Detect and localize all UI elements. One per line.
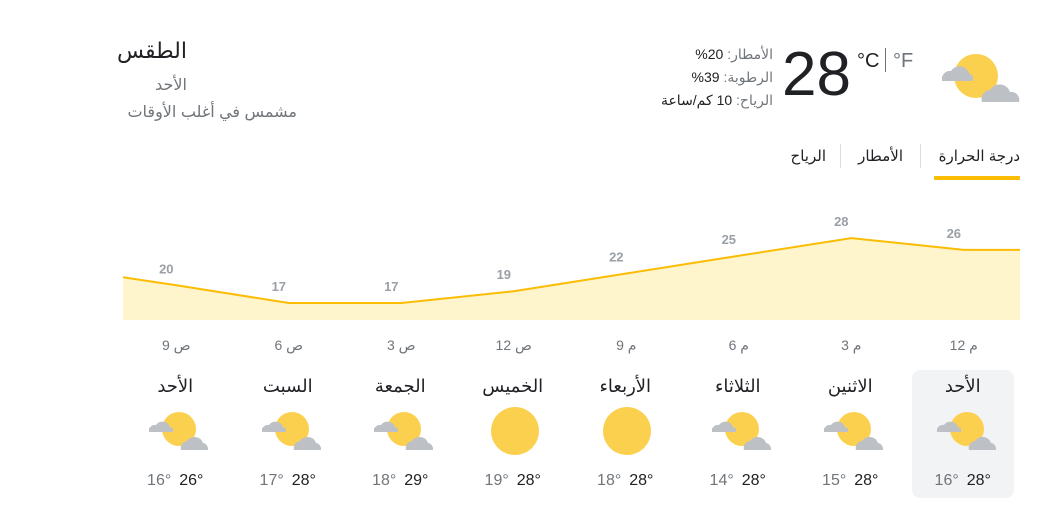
high-temp: 28° xyxy=(854,472,879,489)
wind-value: 10 كم/ساعة xyxy=(660,92,733,108)
chart-line xyxy=(123,237,1020,304)
day-forecast-6[interactable]: الجمعة 18° 29° xyxy=(349,370,451,498)
day-name: الأربعاء xyxy=(599,376,652,396)
precipitation-value: 20% xyxy=(695,46,724,62)
partly-cloudy-icon xyxy=(820,406,884,456)
low-temp: 15° xyxy=(822,472,847,489)
chart-data-label: 19 xyxy=(497,267,511,282)
high-temp: 26° xyxy=(179,472,204,489)
day-temperatures: 14° 28° xyxy=(687,472,789,490)
day-forecast-3[interactable]: الثلاثاء 14° 28° xyxy=(687,370,789,498)
hour-label: 3 ص xyxy=(386,337,416,353)
day-forecast-4[interactable]: الأربعاء 18° 28° xyxy=(574,370,676,498)
tab-divider xyxy=(920,144,921,168)
day-forecast-2[interactable]: الاثنين 15° 28° xyxy=(799,370,901,498)
humidity-value: 39% xyxy=(691,69,720,85)
day-temperatures: 16° 28° xyxy=(912,472,1014,490)
hour-label: 6 م xyxy=(728,337,749,353)
unit-celsius-button[interactable]: °C xyxy=(857,50,880,72)
day-temperatures: 17° 28° xyxy=(237,472,339,490)
day-name: الجمعة xyxy=(374,376,426,396)
tab-selected-indicator xyxy=(934,176,1020,180)
tab-precipitation[interactable]: الأمطار xyxy=(858,148,903,165)
day-name: الأحد xyxy=(157,376,194,396)
sun-icon xyxy=(483,406,547,456)
high-temp: 28° xyxy=(966,472,991,489)
humidity-label: الرطوبة: xyxy=(719,69,773,85)
day-forecast-1[interactable]: الأحد 16° 28° xyxy=(911,370,1014,498)
chart-data-label: 20 xyxy=(159,261,173,276)
chart-data-label: 17 xyxy=(384,279,398,294)
chart-data-label: 26 xyxy=(947,226,961,241)
high-temp: 28° xyxy=(291,472,316,489)
high-temp: 29° xyxy=(404,472,429,489)
day-name: الثلاثاء xyxy=(714,376,761,396)
unit-divider xyxy=(885,48,886,72)
day-name: الأحد xyxy=(944,376,981,396)
day-name: السبت xyxy=(262,376,313,396)
low-temp: 18° xyxy=(372,472,397,489)
low-temp: 14° xyxy=(709,472,734,489)
tab-wind[interactable]: الرياح xyxy=(790,148,826,165)
hour-label: 9 ص xyxy=(161,337,191,353)
day-temperatures: 18° 29° xyxy=(349,472,451,490)
chart-area xyxy=(123,238,1020,320)
chart-data-label: 17 xyxy=(272,279,286,294)
chart-data-label: 28 xyxy=(834,214,848,229)
current-day: الأحد xyxy=(155,77,187,94)
hour-label: 6 ص xyxy=(274,337,304,353)
high-temp: 28° xyxy=(741,472,766,489)
hour-label: 3 م xyxy=(841,337,862,353)
day-forecast-8[interactable]: الأحد 16° 26° xyxy=(124,370,226,498)
weather-title: الطقس xyxy=(116,38,187,63)
low-temp: 19° xyxy=(484,472,509,489)
day-temperatures: 15° 28° xyxy=(799,472,901,490)
low-temp: 18° xyxy=(597,472,622,489)
chart-data-label: 25 xyxy=(722,232,736,247)
day-temperatures: 16° 26° xyxy=(124,472,226,490)
low-temp: 16° xyxy=(147,472,172,489)
day-forecast-7[interactable]: السبت 17° 28° xyxy=(237,370,339,498)
unit-fahrenheit-button[interactable]: °F xyxy=(893,50,914,72)
partly-cloudy-icon xyxy=(370,406,434,456)
weather-condition: مشمس في أغلب الأوقات xyxy=(127,104,297,121)
current-temperature: 28 xyxy=(782,40,851,109)
low-temp: 17° xyxy=(259,472,284,489)
hour-label: 9 م xyxy=(616,337,637,353)
partly-cloudy-icon xyxy=(145,406,209,456)
day-name: الخميس xyxy=(482,376,544,396)
tab-divider xyxy=(840,144,841,168)
temperature-chart[interactable]: 26 28 25 22 19 17 17 20 xyxy=(123,205,1020,320)
sun-icon xyxy=(595,406,659,456)
partly-cloudy-icon xyxy=(708,406,772,456)
hour-label: 12 ص xyxy=(495,337,532,353)
precipitation-label: الأمطار: xyxy=(723,46,773,62)
partly-cloudy-icon xyxy=(936,50,1020,108)
wind-stat: الرياح: 10 كم/ساعة xyxy=(661,92,773,109)
high-temp: 28° xyxy=(629,472,654,489)
day-forecast-5[interactable]: الخميس 19° 28° xyxy=(462,370,564,498)
humidity-stat: الرطوبة: 39% xyxy=(692,69,773,86)
partly-cloudy-icon xyxy=(258,406,322,456)
hour-label: 12 م xyxy=(949,337,978,353)
partly-cloudy-icon xyxy=(933,406,997,456)
tab-temperature[interactable]: درجة الحرارة xyxy=(938,148,1020,165)
low-temp: 16° xyxy=(934,472,959,489)
chart-data-label: 22 xyxy=(609,250,623,265)
wind-label: الرياح: xyxy=(732,92,773,108)
high-temp: 28° xyxy=(516,472,541,489)
day-temperatures: 19° 28° xyxy=(462,472,564,490)
day-name: الاثنين xyxy=(827,376,873,396)
precipitation-stat: الأمطار: 20% xyxy=(695,46,773,63)
day-temperatures: 18° 28° xyxy=(574,472,676,490)
